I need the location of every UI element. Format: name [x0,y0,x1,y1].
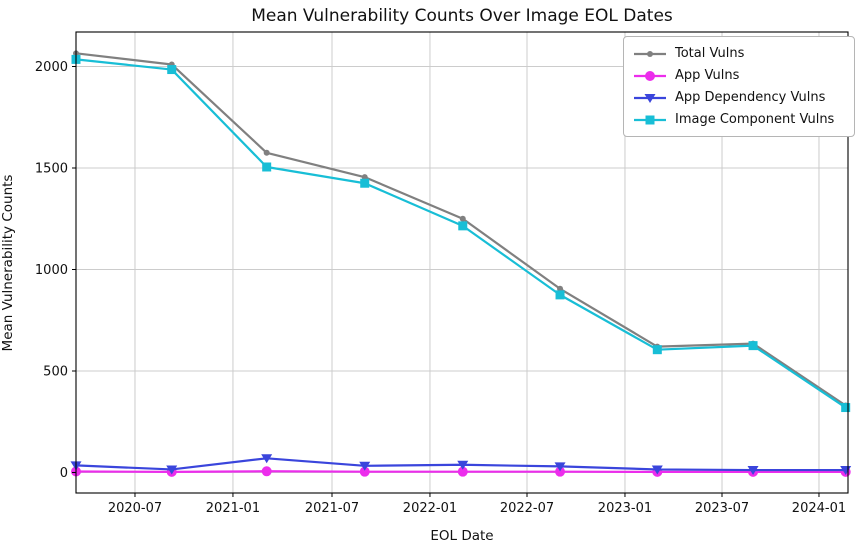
legend-swatch-icon [634,50,666,57]
x-tick-label: 2021-01 [206,501,260,516]
x-tick-label: 2022-01 [403,501,457,516]
y-tick-label: 500 [43,365,68,380]
y-tick-label: 1500 [35,162,68,177]
data-point-marker [651,465,663,475]
data-point-marker [457,466,468,477]
chart-title: Mean Vulnerability Counts Over Image EOL… [251,6,673,26]
x-axis-label: EOL Date [430,528,494,544]
data-point-marker [457,460,469,470]
legend-swatch-icon [634,93,666,103]
legend-entry-label: App Vulns [675,68,740,83]
data-point-marker [359,466,370,477]
data-point-marker [167,65,177,75]
data-point-marker [555,466,566,477]
legend-entry-label: Total Vulns [675,46,745,61]
data-point-marker [361,174,368,181]
circle-marker-icon [645,70,655,81]
data-point-marker [459,215,466,222]
legend-entry-label: App Dependency Vulns [675,90,826,105]
legend-swatch-icon [634,70,666,81]
data-point-marker [166,465,178,475]
dot-marker-icon [647,50,653,57]
x-tick-label: 2020-07 [108,501,162,516]
y-tick-label: 1000 [35,263,68,278]
legend-swatch-icon [634,115,666,124]
data-point-marker [747,466,759,476]
plot-border [75,31,849,494]
legend-entry-app-dependency-vulns[interactable]: App Dependency Vulns [633,88,845,107]
data-point-marker [458,221,468,231]
y-tick-label: 0 [60,466,68,481]
data-point-marker [652,345,662,355]
x-tick-label: 2021-07 [305,501,359,516]
y-axis-label: Mean Vulnerability Counts [0,174,16,352]
x-tick-label: 2023-07 [695,501,749,516]
x-tick-label: 2022-07 [500,501,554,516]
data-point-marker [359,461,371,471]
triangle-down-marker-icon [644,93,656,103]
legend-entry-label: Image Component Vulns [675,112,835,127]
x-tick-label: 2023-01 [598,501,652,516]
y-tick-label: 2000 [35,60,68,75]
x-tick-label: 2024-01 [792,501,846,516]
data-point-marker [841,403,851,413]
data-point-marker [748,341,758,351]
data-point-marker [261,466,272,477]
data-point-marker [261,454,273,464]
data-point-marker [554,462,566,472]
data-point-marker [262,162,272,172]
square-marker-icon [645,115,655,124]
legend: Total Vulns App Vulns App Dependency Vul… [623,36,855,137]
data-point-marker [360,178,370,188]
legend-entry-total-vulns[interactable]: Total Vulns [633,44,845,63]
data-point-marker [555,290,565,300]
data-point-marker [557,285,564,292]
data-point-marker [263,149,270,156]
legend-entry-image-component-vulns[interactable]: Image Component Vulns [633,110,845,129]
legend-entry-app-vulns[interactable]: App Vulns [633,66,845,85]
